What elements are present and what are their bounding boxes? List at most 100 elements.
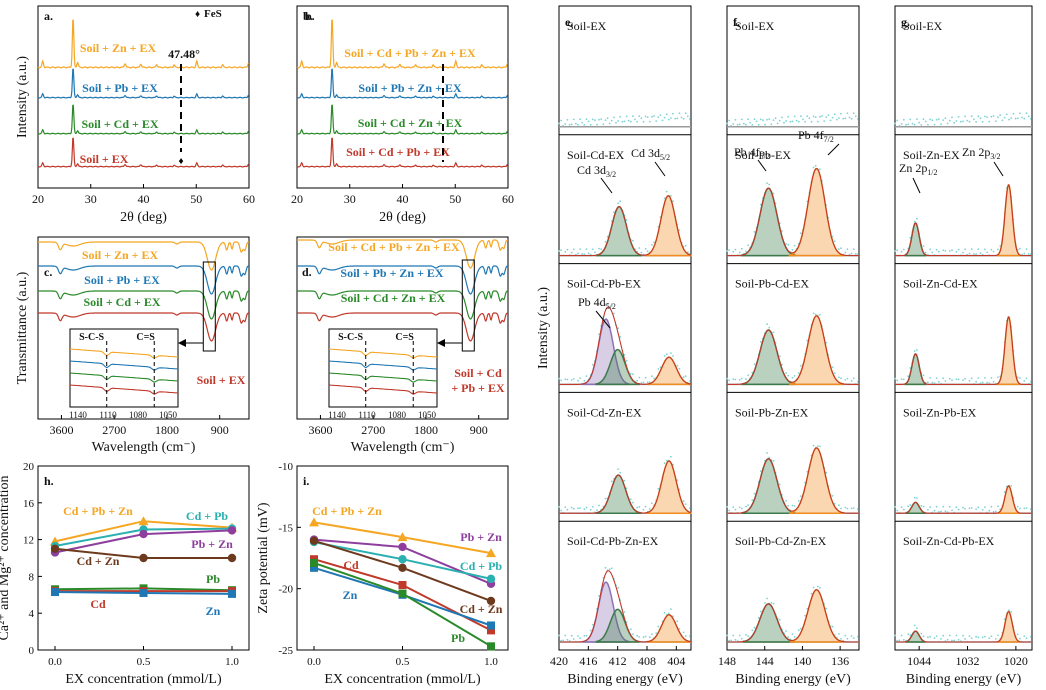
data-point	[933, 123, 936, 126]
data-point	[931, 251, 934, 254]
data-point	[955, 250, 958, 253]
data-point	[678, 112, 681, 115]
data-point	[829, 119, 832, 122]
data-point	[944, 250, 947, 252]
row-label: Soil-Cd-Pb-EX	[567, 277, 641, 291]
data-point	[642, 508, 645, 511]
data-point	[922, 635, 925, 638]
data-point	[990, 635, 993, 637]
envelope-fit	[559, 570, 692, 643]
x-tick-label: 1800	[155, 423, 179, 437]
inset-label: S-C-S	[338, 332, 363, 343]
data-point	[857, 380, 859, 383]
peak-pointer	[827, 143, 840, 156]
data-point	[770, 602, 773, 604]
x-axis-label: Binding energy (eV)	[567, 672, 683, 687]
data-point	[900, 123, 903, 125]
series-label: Pb + Zn	[191, 537, 233, 551]
ftir-trace	[38, 265, 250, 295]
data-point	[896, 639, 899, 642]
data-point	[566, 378, 569, 381]
panel-label: i.	[303, 474, 309, 488]
data-point	[854, 253, 857, 255]
peak-pointer	[912, 177, 921, 194]
data-point	[577, 635, 579, 637]
y-tick-label: 4	[29, 608, 35, 620]
data-point	[560, 379, 562, 382]
data-point	[975, 120, 977, 123]
data-point	[632, 239, 634, 242]
data-point	[726, 122, 728, 125]
data-point	[935, 505, 938, 508]
y-tick-label: 8	[29, 571, 35, 583]
x-axis-label: 2θ (deg)	[379, 210, 426, 225]
data-point	[964, 248, 966, 251]
inset-label: S-C-S	[79, 332, 104, 343]
x-axis-label: 2θ (deg)	[120, 210, 167, 225]
data-point	[766, 597, 768, 600]
data-point	[857, 508, 859, 511]
data-point	[992, 510, 995, 513]
data-point	[604, 240, 607, 243]
fitted-peak	[996, 184, 1021, 257]
data-point	[1025, 507, 1028, 509]
data-point	[560, 639, 562, 642]
data-point	[619, 336, 622, 338]
data-point	[937, 250, 940, 253]
data-point	[585, 506, 588, 509]
envelope-fit	[727, 447, 859, 514]
data-point	[942, 634, 945, 637]
data-point	[766, 118, 768, 121]
data-point	[560, 509, 562, 512]
data-point	[663, 197, 666, 200]
data-point	[1003, 116, 1006, 119]
data-point	[937, 380, 940, 383]
data-point	[678, 367, 681, 370]
data-point	[581, 121, 584, 124]
peak-label: Cd 3d5/2	[631, 146, 670, 162]
data-point	[992, 115, 995, 117]
data-point	[791, 504, 794, 507]
data-point	[651, 633, 653, 636]
x-tick-label: 3600	[308, 423, 332, 437]
data-point	[990, 248, 993, 251]
data-point	[570, 506, 573, 509]
data-point	[940, 638, 942, 640]
data-point	[745, 250, 747, 253]
data-point	[854, 115, 857, 118]
data-point	[981, 381, 984, 384]
xrd-trace	[37, 19, 250, 69]
x-tick-label: 40	[397, 192, 409, 206]
data-point	[844, 251, 847, 254]
data-point	[831, 116, 834, 119]
x-axis-label: Binding energy (eV)	[906, 672, 1022, 687]
data-point	[957, 638, 960, 641]
data-point	[648, 120, 651, 123]
data-point	[591, 248, 594, 251]
data-point	[682, 500, 685, 503]
data-point	[309, 517, 319, 527]
x-tick-label: 30	[85, 192, 97, 206]
data-point	[676, 620, 679, 623]
data-point	[984, 635, 986, 638]
envelope-fit	[895, 611, 1032, 643]
data-point	[852, 248, 855, 251]
data-point	[810, 592, 813, 595]
data-point	[920, 124, 923, 126]
data-point	[310, 558, 318, 567]
data-point	[560, 249, 562, 252]
data-point	[558, 505, 560, 508]
x-tick-label: 50	[449, 192, 461, 206]
data-point	[977, 115, 980, 118]
data-point	[772, 602, 775, 605]
data-point	[986, 251, 988, 254]
series-label: Pb	[451, 631, 465, 645]
panel-label: c.	[44, 265, 52, 279]
data-point	[913, 123, 916, 126]
data-point	[787, 243, 790, 246]
data-point	[617, 202, 619, 205]
data-point	[907, 375, 910, 378]
inset-trace	[69, 348, 179, 359]
envelope-fit	[559, 195, 692, 257]
y-axis-label: Zeta potential (mV)	[256, 502, 271, 614]
